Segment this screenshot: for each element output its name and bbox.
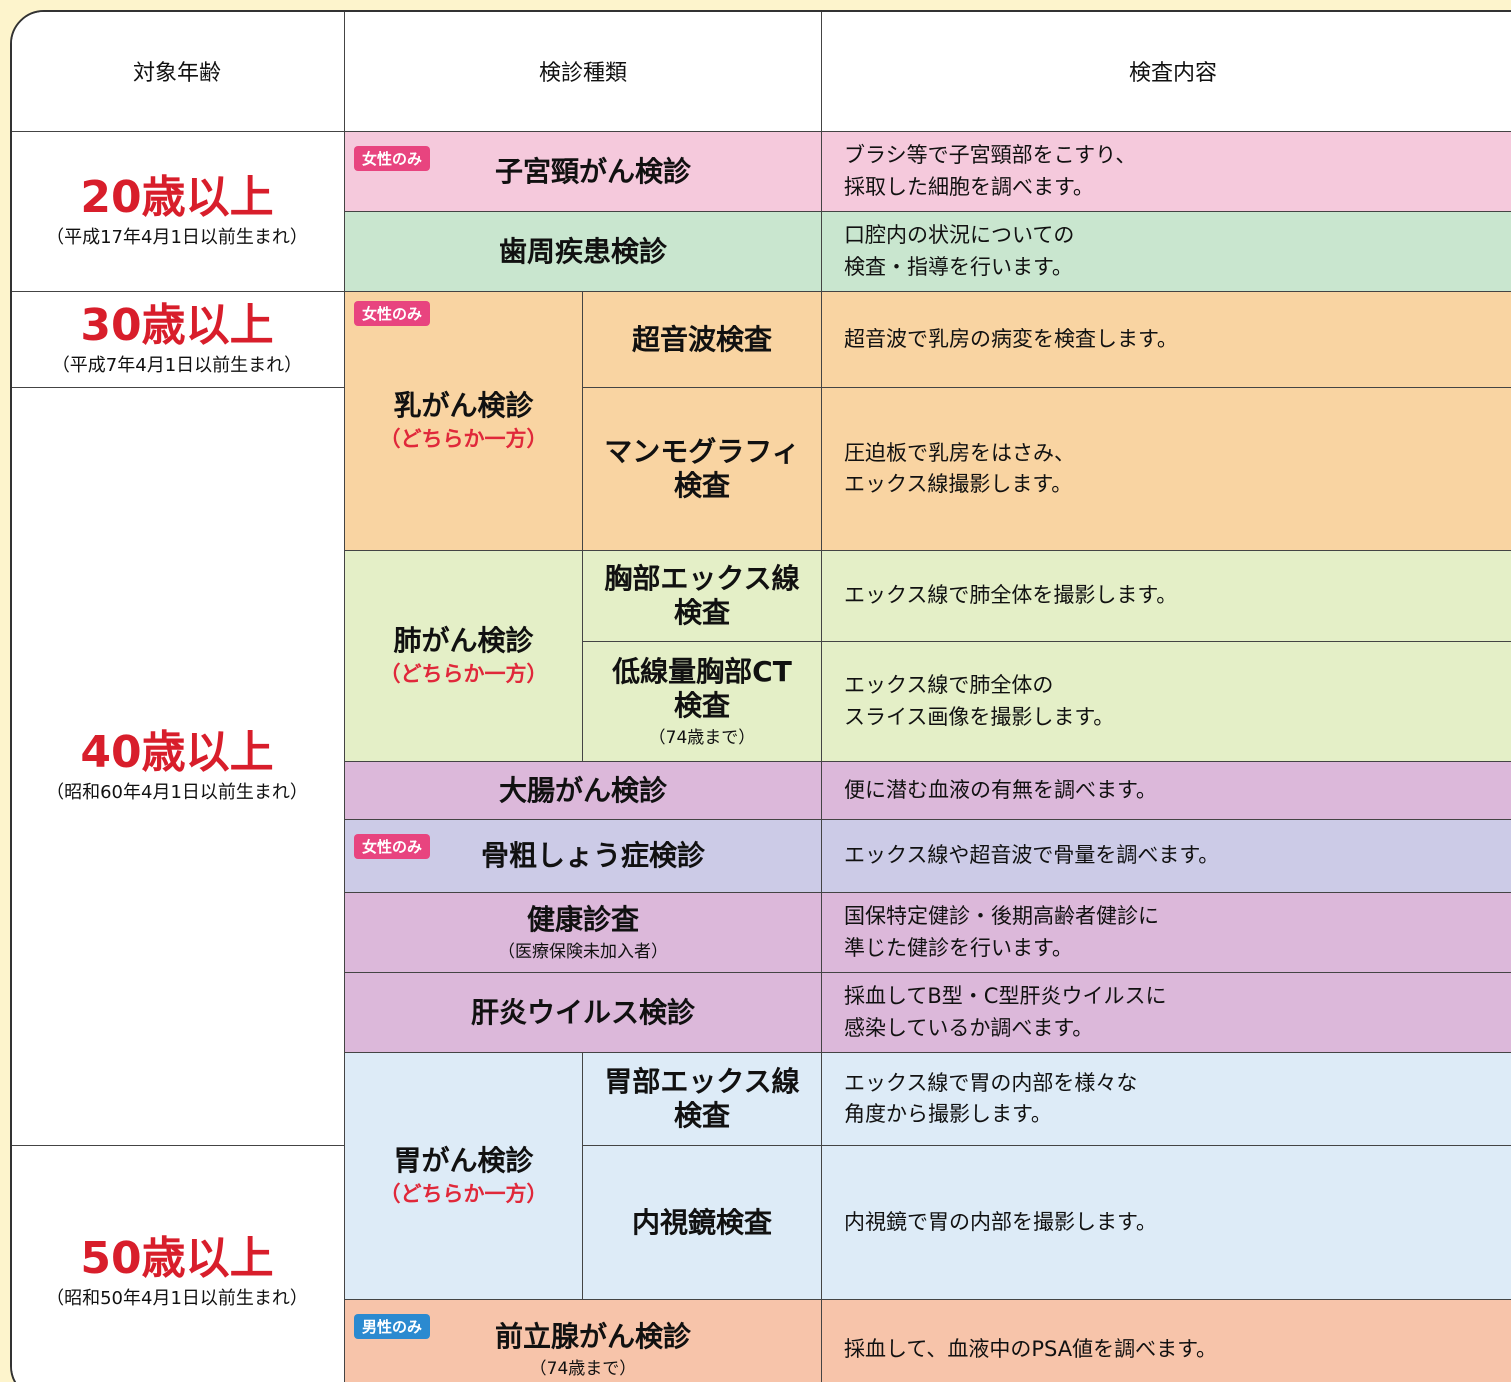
age: 20歳以上 bbox=[80, 172, 274, 224]
badge: 女性のみ bbox=[354, 834, 431, 859]
content-text: エックス線で肺全体を撮影します。 bbox=[844, 583, 1178, 608]
born-date: （昭和60年4月1日以前生まれ） bbox=[46, 781, 308, 803]
content-cell: 便に潜む血液の有無を調べます。 bbox=[822, 762, 1511, 820]
table: 対象年齢 検診種類 検査内容 20歳以上 （平成17年4月1日以前生まれ） 30歳以上 （平… bbox=[10, 10, 1511, 1382]
content-cell: 圧迫板で乳房をはさみ、 エックス線撮影します。 bbox=[822, 388, 1511, 551]
test-name: 胃部エックス線 bbox=[604, 1065, 800, 1099]
exam-name: 骨粗しょう症検診 bbox=[480, 839, 705, 873]
choice-note: （どちらか一方） bbox=[379, 661, 548, 686]
exam-name: 歯周疾患検診 bbox=[498, 234, 667, 268]
exam-note: （医療保険未加入者） bbox=[498, 941, 668, 962]
test-name: 胸部エックス線 bbox=[604, 562, 800, 596]
age-cell: 40歳以上 （昭和60年4月1日以前生まれ） bbox=[12, 388, 345, 1146]
content-cell: 口腔内の状況についての 検査・指導を行います。 bbox=[822, 212, 1511, 292]
exam-cell: 健康診査 （医療保険未加入者） bbox=[345, 893, 822, 973]
content-cell: 国保特定健診・後期高齢者健診に 準じた健診を行います。 bbox=[822, 893, 1511, 973]
content-text: 感染しているか調べます。 bbox=[844, 1015, 1094, 1040]
age-cell: 30歳以上 （平成7年4月1日以前生まれ） bbox=[12, 292, 345, 388]
exam-name: 子宮頸がん検診 bbox=[494, 154, 691, 188]
header-cell: 検診種類 bbox=[345, 12, 822, 132]
exam-name: 胃がん検診 bbox=[393, 1144, 534, 1178]
age: 40歳以上 bbox=[80, 727, 274, 779]
age-cell: 20歳以上 （平成17年4月1日以前生まれ） bbox=[12, 132, 345, 292]
content-cell: 内視鏡で胃の内部を撮影します。 bbox=[822, 1146, 1511, 1300]
test-cell: 胃部エックス線 検査 bbox=[583, 1053, 822, 1146]
content-text: 国保特定健診・後期高齢者健診に bbox=[844, 904, 1159, 928]
exam-name: 肺がん検診 bbox=[393, 624, 534, 658]
content-cell: エックス線で胃の内部を様々な 角度から撮影します。 bbox=[822, 1053, 1511, 1146]
exam-cell: 骨粗しょう症検診 女性のみ bbox=[345, 820, 822, 893]
header-cell: 対象年齢 bbox=[12, 12, 345, 132]
content-text: 採血してB型・C型肝炎ウイルスに bbox=[844, 984, 1167, 1008]
test-cell: 内視鏡検査 bbox=[583, 1146, 822, 1300]
content-text: スライス画像を撮影します。 bbox=[844, 704, 1115, 729]
test-name: 内視鏡検査 bbox=[631, 1205, 772, 1239]
exam-cell: 子宮頸がん検診 女性のみ bbox=[345, 132, 822, 212]
test-name: 低線量胸部CT bbox=[612, 655, 792, 689]
badge: 女性のみ bbox=[354, 146, 431, 171]
test-note: （74歳まで） bbox=[648, 727, 756, 748]
content-text: エックス線撮影します。 bbox=[844, 472, 1073, 496]
age-cell: 50歳以上 （昭和50年4月1日以前生まれ） bbox=[12, 1146, 345, 1382]
exam-group: 胃がん検診 （どちらか一方） bbox=[345, 1053, 583, 1300]
born-date: （昭和50年4月1日以前生まれ） bbox=[46, 1287, 308, 1309]
exam-group: 乳がん検診 （どちらか一方） 女性のみ bbox=[345, 292, 583, 551]
exam-name: 肝炎ウイルス検診 bbox=[470, 995, 695, 1029]
content-text: 便に潜む血液の有無を調べます。 bbox=[844, 777, 1157, 802]
badge: 男性のみ bbox=[354, 1314, 431, 1339]
age: 30歳以上 bbox=[80, 300, 274, 352]
exam-name: 乳がん検診 bbox=[393, 389, 534, 423]
born-date: （平成7年4月1日以前生まれ） bbox=[51, 354, 303, 376]
content-text: 内視鏡で胃の内部を撮影します。 bbox=[844, 1209, 1157, 1234]
header-text: 対象年齢 bbox=[132, 60, 221, 86]
content-text: 採血して、血液中のPSA値を調べます。 bbox=[844, 1336, 1217, 1361]
exam-name: 健康診査 bbox=[526, 903, 639, 937]
test-cell: 胸部エックス線 検査 bbox=[583, 551, 822, 642]
content-text: エックス線で胃の内部を様々な bbox=[844, 1070, 1138, 1095]
content-cell: 採血してB型・C型肝炎ウイルスに 感染しているか調べます。 bbox=[822, 973, 1511, 1053]
content-cell: エックス線で肺全体を撮影します。 bbox=[822, 551, 1511, 642]
test-name: 検査 bbox=[673, 596, 730, 629]
test-cell: 低線量胸部CT 検査 （74歳まで） bbox=[583, 642, 822, 762]
header-text: 検査内容 bbox=[1128, 60, 1217, 86]
exam-note: （74歳まで） bbox=[529, 1358, 637, 1379]
content-text: 圧迫板で乳房をはさみ、 bbox=[844, 440, 1075, 465]
content-text: 超音波で乳房の病変を検査します。 bbox=[844, 326, 1178, 351]
test-name: 超音波検査 bbox=[631, 322, 772, 356]
exam-cell: 大腸がん検診 bbox=[345, 762, 822, 820]
content-text: ブラシ等で子宮頸部をこすり、 bbox=[844, 143, 1137, 167]
exam-name: 大腸がん検診 bbox=[498, 773, 667, 807]
content-cell: エックス線で肺全体のスライス画像を撮影します。 bbox=[822, 642, 1511, 762]
born-date: （平成17年4月1日以前生まれ） bbox=[46, 226, 308, 248]
content-cell: エックス線や超音波で骨量を調べます。 bbox=[822, 820, 1511, 893]
content-text: 口腔内の状況についての bbox=[844, 223, 1075, 247]
test-name: マンモグラフィ bbox=[604, 435, 800, 469]
test-cell: マンモグラフィ 検査 bbox=[583, 388, 822, 551]
content-text: 準じた健診を行います。 bbox=[844, 935, 1073, 960]
exam-group: 肺がん検診 （どちらか一方） bbox=[345, 551, 583, 762]
content-text: 角度から撮影します。 bbox=[844, 1102, 1052, 1126]
content-cell: 採血して、血液中のPSA値を調べます。 bbox=[822, 1300, 1511, 1382]
content-text: エックス線や超音波で骨量を調べます。 bbox=[844, 843, 1220, 868]
content-text: 検査・指導を行います。 bbox=[844, 254, 1073, 279]
exam-cell: 前立腺がん検診 男性のみ （74歳まで） bbox=[345, 1300, 822, 1382]
exam-cell: 肝炎ウイルス検診 bbox=[345, 973, 822, 1053]
content-text: エックス線で肺全体の bbox=[844, 673, 1054, 697]
header-cell: 検査内容 bbox=[822, 12, 1511, 132]
content-cell: ブラシ等で子宮頸部をこすり、 採取した細胞を調べます。 bbox=[822, 132, 1511, 212]
badge: 女性のみ bbox=[354, 301, 431, 326]
exam-name: 前立腺がん検診 bbox=[494, 1320, 691, 1354]
content-text: 採取した細胞を調べます。 bbox=[844, 174, 1094, 199]
test-name: 検査 bbox=[673, 689, 730, 722]
test-name: 検査 bbox=[673, 1099, 730, 1132]
choice-note: （どちらか一方） bbox=[379, 1181, 548, 1206]
content-cell: 超音波で乳房の病変を検査します。 bbox=[822, 292, 1511, 388]
test-cell: 超音波検査 bbox=[583, 292, 822, 388]
exam-cell: 歯周疾患検診 bbox=[345, 212, 822, 292]
age: 50歳以上 bbox=[80, 1233, 274, 1285]
test-name: 検査 bbox=[673, 469, 730, 502]
header-text: 検診種類 bbox=[538, 60, 627, 86]
choice-note: （どちらか一方） bbox=[379, 426, 548, 451]
